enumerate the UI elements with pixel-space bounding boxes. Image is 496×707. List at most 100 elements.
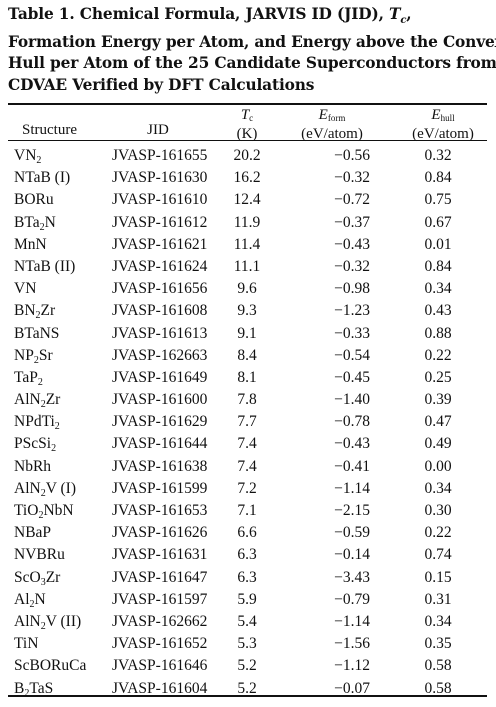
cell-structure: AlN2Zr — [14, 389, 60, 416]
structure-text: MnN — [14, 235, 47, 253]
header-eform-unit: (eV/atom) — [301, 126, 363, 142]
cell-jid: JVASP-161624 — [112, 257, 208, 275]
cell-ehull: 0.84 — [424, 257, 452, 275]
cell-jid: JVASP-161608 — [112, 302, 208, 320]
table-row: BORu JVASP-161610 12.4 −0.72 0.75 — [8, 189, 492, 211]
cell-jid: JVASP-161649 — [112, 368, 208, 386]
cell-ehull: 0.67 — [424, 213, 452, 231]
structure-text: BTa — [14, 213, 40, 231]
table-caption: Table 1. Chemical Formula, JARVIS ID (JI… — [8, 4, 496, 96]
structure-subscript: 2 — [40, 487, 46, 499]
cell-ehull: 0.34 — [424, 612, 452, 630]
cell-structure: NbRh — [14, 456, 51, 478]
cell-jid: JVASP-161612 — [112, 213, 208, 231]
table-row: NPdTi2 JVASP-161629 7.7 −0.78 0.47 — [8, 411, 492, 433]
caption-line-4: CDVAE Verified by DFT Calculations — [8, 75, 315, 94]
structure-subscript: 3 — [40, 576, 46, 588]
structure-text: NP — [14, 346, 34, 364]
structure-subscript: 2 — [40, 620, 46, 632]
table-row: AlN2V (I) JVASP-161599 7.2 −1.14 0.34 — [8, 478, 492, 500]
cell-jid: JVASP-161655 — [112, 147, 208, 164]
table-row: AlN2V (II) JVASP-162662 5.4 −1.14 0.34 — [8, 611, 492, 633]
cell-structure: BTa2N — [14, 212, 56, 239]
cell-ehull: 0.88 — [424, 324, 452, 342]
structure-text: N — [44, 213, 56, 231]
cell-structure: BORu — [14, 189, 54, 211]
cell-tc: 6.3 — [237, 546, 257, 564]
bottom-rule — [8, 695, 487, 697]
cell-tc: 9.3 — [237, 302, 257, 320]
cell-eform: −0.32 — [334, 169, 370, 187]
cell-eform: −0.37 — [334, 213, 370, 231]
cell-ehull: 0.58 — [424, 679, 452, 697]
structure-text: NVBRu — [14, 546, 65, 564]
cell-tc: 11.1 — [233, 257, 261, 275]
cell-eform: −0.79 — [334, 590, 370, 608]
table-row: B2TaS JVASP-161604 5.2 −0.07 0.58 — [8, 678, 492, 700]
cell-ehull: 0.34 — [424, 280, 452, 298]
cell-structure: NTaB (I) — [14, 167, 70, 189]
table-row: AlN2Zr JVASP-161600 7.8 −1.40 0.39 — [8, 389, 492, 411]
cell-structure: VN — [14, 278, 36, 300]
cell-structure: TiO2NbN — [14, 500, 74, 527]
structure-subscript: 2 — [29, 598, 35, 610]
cell-structure: VN2 — [14, 145, 41, 172]
cell-tc: 7.4 — [237, 457, 257, 475]
cell-tc: 7.2 — [237, 479, 257, 497]
cell-jid: JVASP-161597 — [112, 590, 208, 608]
table-row: NP2Sr JVASP-162663 8.4 −0.54 0.22 — [8, 345, 492, 367]
cell-eform: −0.07 — [334, 679, 370, 697]
cell-jid: JVASP-161604 — [112, 679, 208, 697]
cell-jid: JVASP-161638 — [112, 457, 208, 475]
cell-ehull: 0.32 — [424, 147, 452, 164]
cell-tc: 7.7 — [237, 413, 257, 431]
caption-tc-subscript: c — [400, 15, 407, 27]
structure-text: NTaB (II) — [14, 257, 76, 275]
structure-subscript: 2 — [37, 376, 43, 388]
cell-ehull: 0.22 — [424, 524, 452, 542]
structure-text: N — [34, 590, 46, 608]
structure-text: NBaP — [14, 524, 52, 542]
header-tc-unit: (K) — [236, 126, 258, 142]
cell-eform: −2.15 — [334, 502, 370, 519]
cell-eform: −0.56 — [334, 147, 370, 164]
cell-tc: 16.2 — [233, 169, 261, 187]
cell-jid: JVASP-162663 — [112, 346, 208, 364]
cell-tc: 7.4 — [237, 435, 257, 453]
table-row: ScBORuCa JVASP-161646 5.2 −1.12 0.58 — [8, 655, 492, 677]
structure-text: VN — [14, 147, 37, 164]
structure-text: TiO — [14, 502, 39, 519]
caption-line-1-comma: , — [406, 5, 412, 23]
cell-tc: 5.2 — [237, 657, 257, 675]
cell-eform: −0.14 — [334, 546, 370, 564]
structure-text: AlN — [14, 479, 41, 497]
cell-ehull: 0.00 — [424, 457, 452, 475]
cell-jid: JVASP-161600 — [112, 391, 208, 409]
cell-eform: −0.41 — [334, 457, 370, 475]
cell-eform: −0.78 — [334, 413, 370, 431]
table-row: NTaB (I) JVASP-161630 16.2 −0.32 0.84 — [8, 167, 492, 189]
table-row: NbRh JVASP-161638 7.4 −0.41 0.00 — [8, 456, 492, 478]
cell-structure: MnN — [14, 234, 47, 256]
cell-structure: B2TaS — [14, 678, 53, 705]
structure-text: NbN — [43, 502, 74, 519]
cell-tc: 9.1 — [237, 324, 257, 342]
caption-line-2: Formation Energy per Atom, and Energy ab… — [8, 32, 496, 51]
cell-structure: NP2Sr — [14, 345, 53, 372]
cell-jid: JVASP-161613 — [112, 324, 208, 342]
header-tc-symbol: T — [240, 107, 250, 123]
structure-subscript: 2 — [36, 155, 42, 166]
cell-jid: JVASP-161647 — [112, 568, 208, 586]
cell-ehull: 0.47 — [424, 413, 452, 431]
structure-text: Al — [14, 590, 30, 608]
cell-eform: −0.45 — [334, 368, 370, 386]
header-ehull: Ehull (eV/atom) — [393, 107, 493, 142]
cell-eform: −1.12 — [334, 657, 370, 675]
cell-jid: JVASP-161631 — [112, 546, 208, 564]
structure-subscript: 2 — [40, 399, 46, 411]
structure-text: NTaB (I) — [14, 169, 71, 187]
cell-jid: JVASP-161653 — [112, 502, 208, 519]
cell-eform: −0.43 — [334, 435, 370, 453]
caption-line-3: Hull per Atom of the 25 Candidate Superc… — [8, 54, 496, 73]
structure-text: Sr — [38, 346, 53, 364]
